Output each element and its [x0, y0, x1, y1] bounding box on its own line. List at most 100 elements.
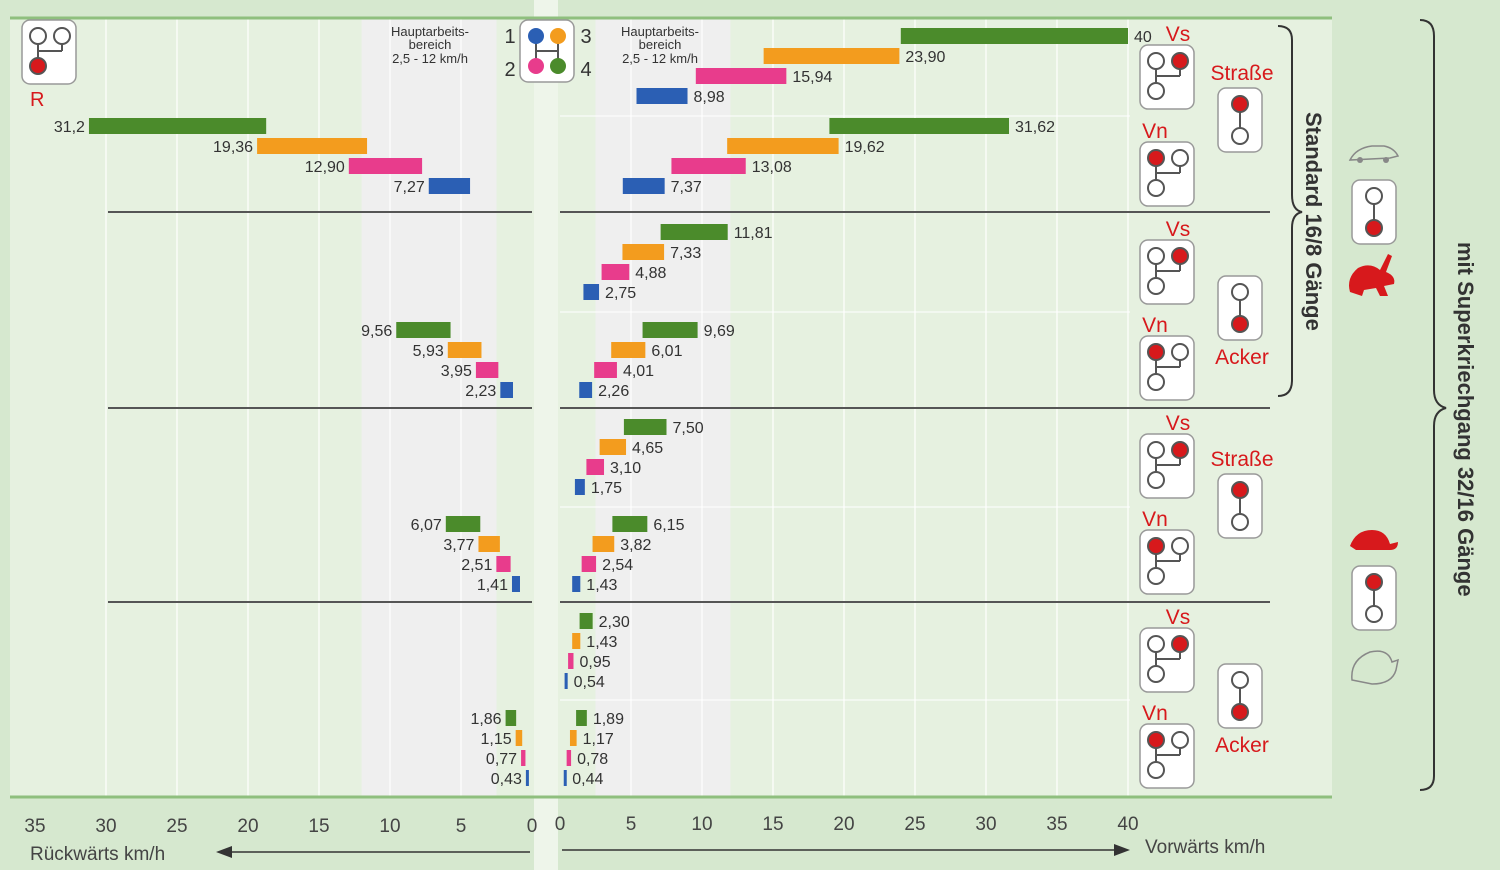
label-vn: Vn [1142, 314, 1168, 337]
forward-bar [612, 516, 648, 532]
forward-bar [583, 284, 600, 300]
forward-value-label: 1,17 [583, 731, 614, 748]
legend-gear-2-dot [528, 58, 544, 74]
forward-value-label: 0,44 [572, 771, 603, 788]
forward-value-label: 19,62 [845, 139, 885, 156]
forward-bar [599, 439, 627, 455]
legend-gear-4-dot [550, 58, 566, 74]
shifter-knob [1171, 149, 1189, 167]
reverse-bar [475, 362, 499, 378]
shifter-knob [1147, 373, 1165, 391]
forward-bar [829, 118, 1010, 134]
forward-value-label: 31,62 [1015, 119, 1055, 136]
shifter-icon [1139, 627, 1195, 693]
lever-icon [1351, 565, 1397, 631]
work-range-label-left-3: 2,5 - 12 km/h [392, 51, 468, 66]
forward-value-label: 2,75 [605, 285, 636, 302]
forward-bar [569, 730, 577, 746]
work-range-label-left-2: bereich [409, 37, 452, 52]
shifter-knob [1147, 82, 1165, 100]
reverse-value-label: 2,51 [461, 557, 492, 574]
snail-icon [1351, 650, 1399, 685]
bars-layer: 40 23,90 15,94 8,98 31,62 19,62 13,08 7,37 31,2 1… [54, 28, 1152, 788]
lever-knob [1365, 219, 1383, 237]
forward-value-label: 2,30 [599, 614, 630, 631]
label-vn: Vn [1142, 702, 1168, 725]
reverse-bar [348, 158, 423, 174]
reverse-axis-label: Rückwärts km/h [30, 844, 165, 865]
shifter-knob [1171, 537, 1189, 555]
reverse-tick-label: 30 [95, 816, 116, 837]
forward-value-label: 3,10 [610, 460, 641, 477]
reverse-value-label: 1,15 [481, 731, 512, 748]
forward-bar [594, 362, 617, 378]
lever-knob [1231, 703, 1249, 721]
shifter-knob [1147, 343, 1165, 361]
reverse-value-label: 2,23 [465, 383, 496, 400]
shifter-knob [1171, 731, 1189, 749]
reverse-value-label: 0,43 [491, 771, 522, 788]
car-icon [1348, 145, 1400, 161]
legend-gear-3: 3 [580, 26, 591, 48]
legend-gear-4: 4 [580, 59, 591, 81]
forward-value-label: 2,26 [598, 383, 629, 400]
range-label: Acker [1215, 734, 1269, 757]
shifter-icon [1139, 44, 1195, 110]
reverse-bar [525, 770, 529, 786]
forward-bar [727, 138, 839, 154]
forward-bar [763, 48, 900, 64]
shifter-knob [1171, 247, 1189, 265]
reverse-value-label: 7,27 [394, 179, 425, 196]
forward-value-label: 1,75 [591, 480, 622, 497]
shifter-knob [1171, 635, 1189, 653]
forward-value-label: 40 [1134, 29, 1152, 46]
legend-gear-1: 1 [504, 26, 515, 48]
forward-value-label: 6,01 [651, 343, 682, 360]
lever-icon [1217, 663, 1263, 729]
forward-bar [563, 770, 567, 786]
car-icon-wheel [1383, 157, 1389, 163]
shifter-icon [1139, 529, 1195, 595]
forward-value-label: 7,50 [673, 420, 704, 437]
forward-value-label: 0,95 [579, 654, 610, 671]
forward-value-label: 13,08 [752, 159, 792, 176]
forward-bar [579, 613, 593, 629]
legend-gear-2: 2 [504, 59, 515, 81]
forward-tick-label: 5 [626, 814, 637, 835]
reverse-value-label: 9,56 [361, 323, 392, 340]
reverse-value-label: 19,36 [213, 139, 253, 156]
turtle-icon [1350, 530, 1398, 550]
forward-bar [581, 556, 597, 572]
label-vs: Vs [1166, 606, 1191, 629]
bracket-label-superkriech: mit Superkriechgang 32/16 Gänge [1453, 242, 1478, 597]
shifter-knob [1171, 343, 1189, 361]
reverse-bar [515, 730, 523, 746]
reverse-bar [478, 536, 500, 552]
label-vn: Vn [1142, 508, 1168, 531]
reverse-tick-label: 20 [237, 816, 258, 837]
reverse-tick-label: 25 [166, 816, 187, 837]
forward-bar [568, 653, 574, 669]
forward-bar [671, 158, 746, 174]
lever-knob [1231, 315, 1249, 333]
shifter-knob [1147, 277, 1165, 295]
forward-bar [622, 178, 665, 194]
lever-knob [1365, 573, 1383, 591]
label-vs: Vs [1166, 23, 1191, 46]
reverse-tick-label: 5 [456, 816, 467, 837]
forward-bar [623, 419, 667, 435]
shifter-icon [1139, 239, 1195, 305]
forward-bar [564, 673, 568, 689]
reverse-value-label: 6,07 [411, 517, 442, 534]
lever-knob [1231, 283, 1249, 301]
forward-bar [900, 28, 1128, 44]
lever-icon [1351, 179, 1397, 245]
reverse-marker: R [30, 89, 44, 111]
reverse-value-label: 1,41 [477, 577, 508, 594]
forward-arrow-head [1114, 844, 1130, 856]
forward-value-label: 15,94 [792, 69, 832, 86]
forward-bar [579, 382, 593, 398]
shifter-knob [1147, 731, 1165, 749]
forward-value-label: 7,33 [670, 245, 701, 262]
forward-value-label: 1,43 [586, 634, 617, 651]
